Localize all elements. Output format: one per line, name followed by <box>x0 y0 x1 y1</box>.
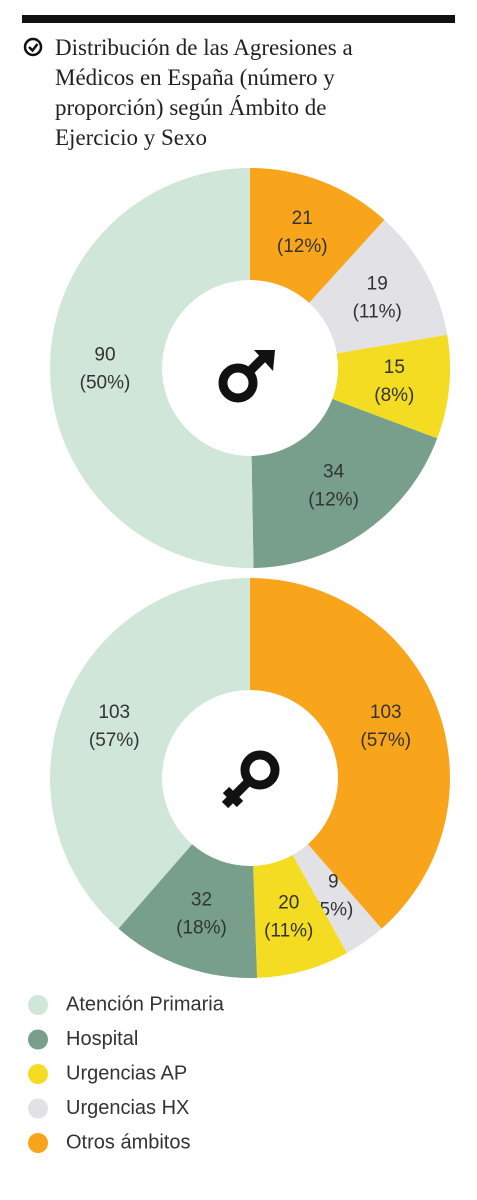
legend-label: Otros ámbitos <box>66 1131 190 1153</box>
percent-label: (12%) <box>308 490 359 511</box>
legend-label: Urgencias AP <box>66 1062 187 1084</box>
donut-slice <box>332 334 451 439</box>
percent-label: (11%) <box>353 301 402 322</box>
value-label: 15 <box>384 357 405 378</box>
donut-slice <box>118 844 258 979</box>
legend-label: Atención Primaria <box>66 993 225 1015</box>
value-label: 20 <box>278 893 299 914</box>
value-label: 32 <box>191 890 212 911</box>
legend-label: Urgencias HX <box>66 1097 189 1119</box>
value-label: 9 <box>328 872 339 893</box>
percent-label: (57%) <box>89 730 140 751</box>
percent-label: (11%) <box>264 921 313 942</box>
percent-label: (12%) <box>277 236 328 257</box>
donut-slice <box>250 168 385 303</box>
percent-label: (18%) <box>176 918 227 939</box>
chart-title: Distribución de las Agresiones a Médicos… <box>55 35 353 150</box>
value-label: 34 <box>323 462 345 483</box>
value-label: 19 <box>367 273 388 294</box>
legend-label: Hospital <box>66 1028 138 1050</box>
check-icon <box>23 37 43 57</box>
percent-label: (50%) <box>80 372 131 393</box>
donut-slice <box>309 219 448 354</box>
legend-swatch <box>28 1098 48 1119</box>
male-symbol <box>218 349 275 403</box>
female-symbol <box>221 750 280 809</box>
donut-slice <box>292 844 382 953</box>
top-bar <box>22 15 455 23</box>
donut-slice <box>253 854 347 978</box>
donut-slice <box>50 168 254 568</box>
legend-swatch <box>28 1133 48 1153</box>
percent-label: (57%) <box>360 730 411 751</box>
legend-swatch <box>28 1064 48 1084</box>
donut-slice <box>251 398 438 568</box>
donut-slice <box>50 578 251 929</box>
value-label: 90 <box>94 344 115 365</box>
value-label: 103 <box>98 702 130 723</box>
value-label: 103 <box>370 702 402 723</box>
value-label: 21 <box>292 208 313 229</box>
legend-swatch <box>28 995 48 1015</box>
donut-slice <box>250 578 450 929</box>
legend-swatch <box>28 1029 48 1050</box>
percent-label: (8%) <box>374 385 414 406</box>
